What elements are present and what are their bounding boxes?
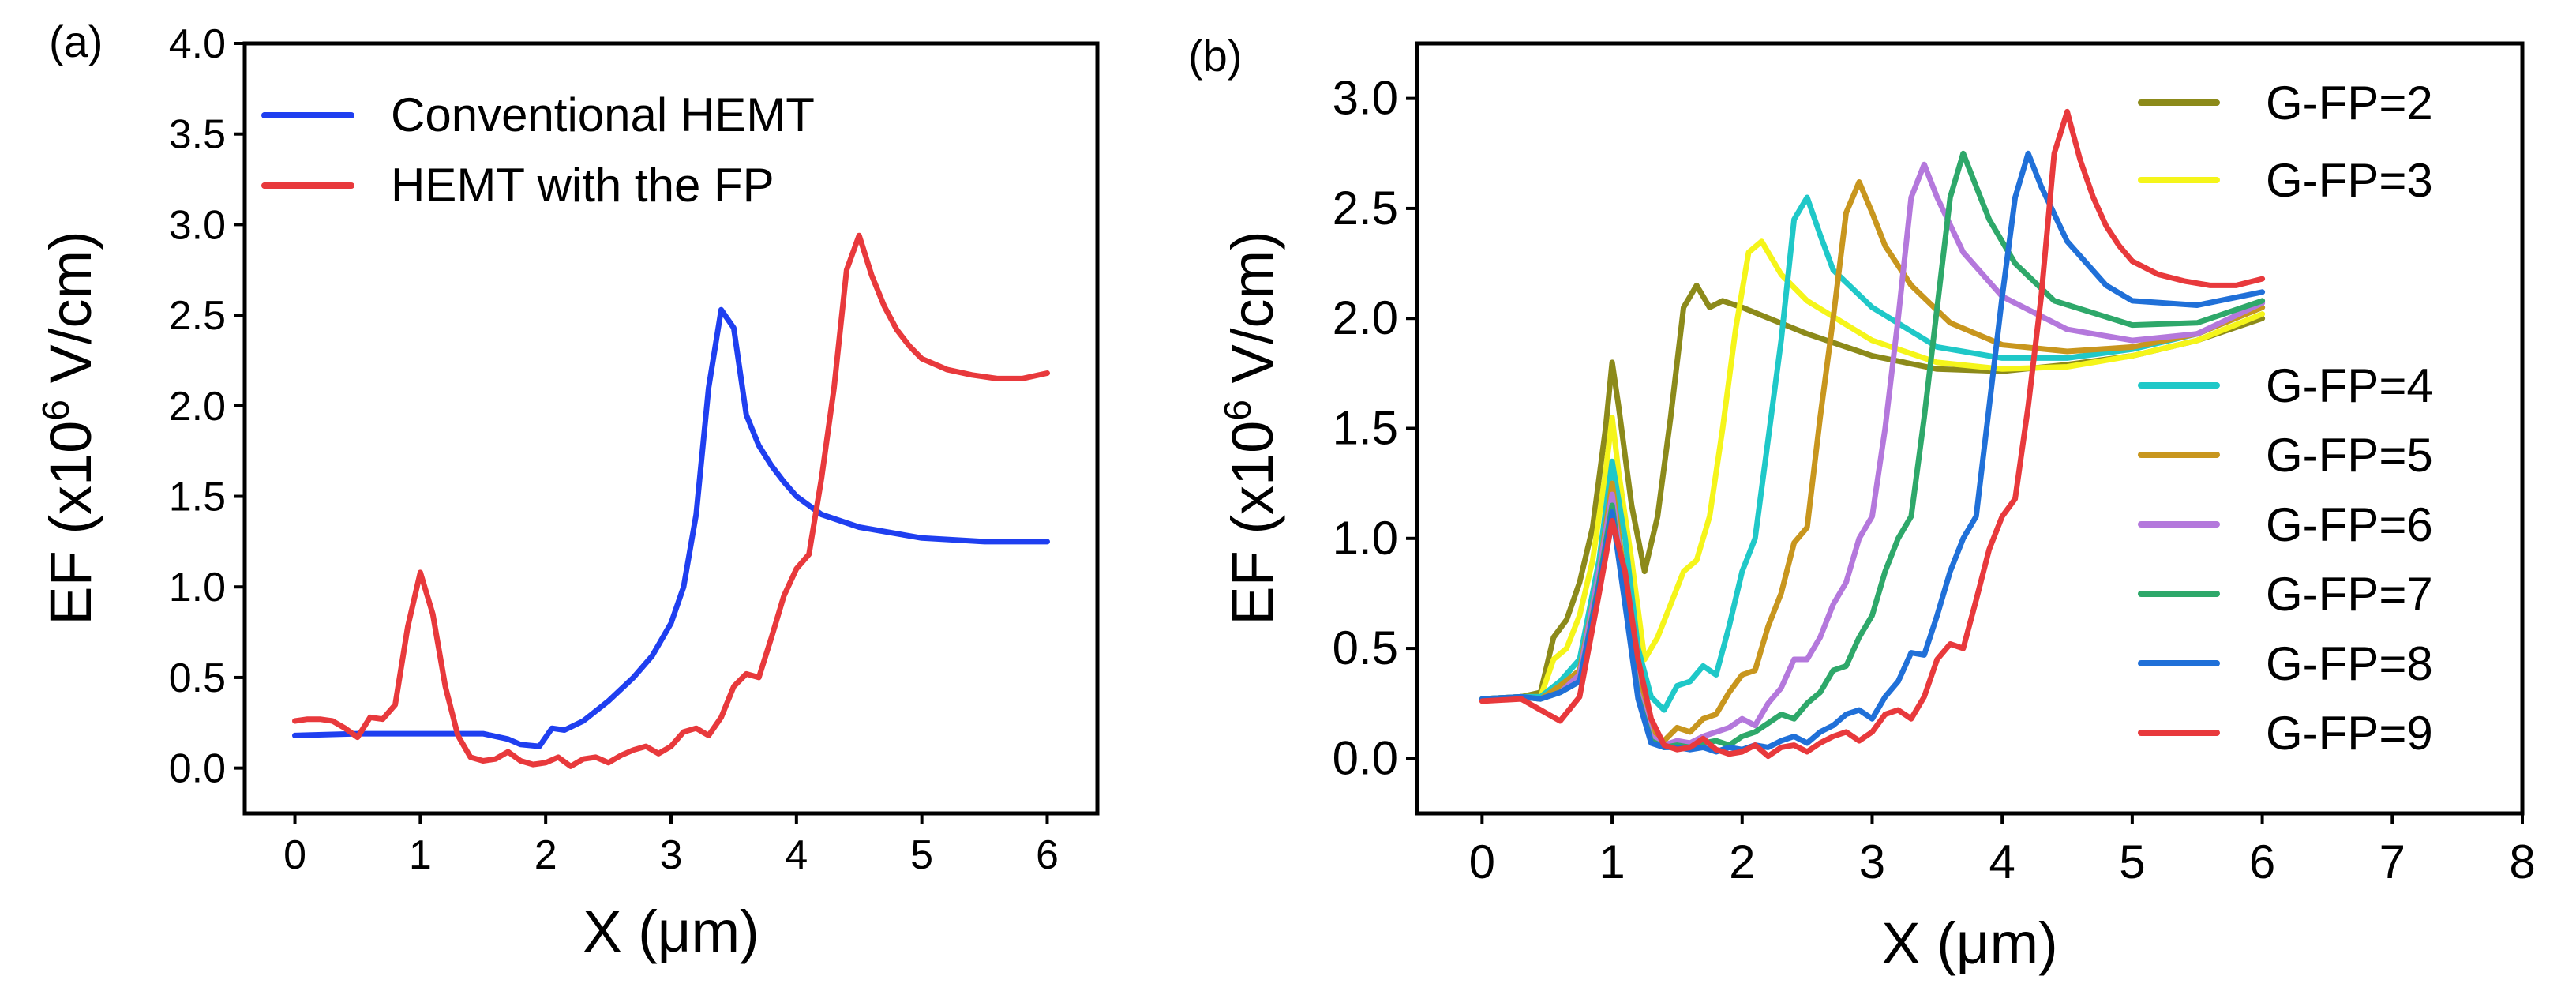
y-tick-label: 3.5	[169, 112, 226, 158]
legend-label-g-fp-2: G-FP=2	[2266, 77, 2433, 130]
legend-label-g-fp-5: G-FP=5	[2266, 429, 2433, 482]
panel-a-ylabel-exp: 6	[36, 400, 77, 421]
y-tick-label: 0.5	[169, 655, 226, 701]
y-tick-label: 0.0	[169, 746, 226, 792]
panel-a-ylabel: EF (x106 V/cm)	[36, 231, 103, 625]
panel-b-ylabel-main: EF (x10	[1220, 421, 1285, 625]
panel-b-xlabel: X (μm)	[1881, 911, 2057, 976]
legend-label-g-fp-7: G-FP=7	[2266, 568, 2433, 621]
legend-label-g-fp-6: G-FP=6	[2266, 498, 2433, 551]
series-line-hemt-with-the-fp	[292, 232, 1050, 769]
x-tick-label: 6	[1036, 832, 1059, 878]
x-tick-label: 4	[785, 832, 808, 878]
y-tick-label: 0.0	[1333, 731, 1398, 784]
panel-b-ylabel-exp: 6	[1217, 400, 1259, 421]
y-tick-label: 2.5	[169, 293, 226, 339]
series-line-conventional-hemt	[292, 306, 1050, 749]
y-tick-label: 2.5	[1333, 182, 1398, 235]
panel-a-series	[292, 232, 1050, 769]
panel-a-ticks: 0 1 2 3 4 5 6 0.0 0.5 1.0 1.5 2.0 2.5 3.0 3.5 4.0	[169, 21, 1059, 878]
y-tick-label: 1.0	[169, 565, 226, 610]
x-tick-label: 0	[283, 832, 306, 878]
y-tick-label: 0.5	[1333, 621, 1398, 674]
y-tick-label: 2.0	[169, 384, 226, 430]
panel-a-legend: Conventional HEMT HEMT with the FP	[261, 88, 815, 212]
y-tick-label: 3.0	[169, 202, 226, 248]
panel-a-label: (a)	[49, 17, 103, 66]
y-tick-label: 1.5	[169, 475, 226, 520]
x-tick-label: 1	[1599, 835, 1625, 888]
panel-a-ylabel-unit: V/cm)	[38, 231, 103, 400]
legend-label-hemt-with-fp: HEMT with the FP	[391, 159, 774, 212]
legend-label-g-fp-3: G-FP=3	[2266, 154, 2433, 207]
panel-b-ylabel: EF (x106 V/cm)	[1217, 231, 1285, 625]
y-tick-label: 1.5	[1333, 402, 1398, 455]
series-line-g-fp-2	[1479, 282, 2266, 702]
x-tick-label: 2	[534, 832, 557, 878]
panel-b-ticks: 0 1 2 3 4 5 6 7 8 0.0 0.5 1.0 1.5 2.0 2.5 3.0	[1333, 72, 2536, 888]
panel-b-label: (b)	[1188, 31, 1242, 81]
legend-label-conventional-hemt: Conventional HEMT	[391, 88, 815, 141]
panel-b-legend: G-FP=2 G-FP=3 G-FP=4 G-FP=5 G-FP=6 G-FP=7 G-FP…	[2138, 77, 2433, 760]
panel-a-xlabel: X (μm)	[583, 899, 759, 964]
legend-label-g-fp-8: G-FP=8	[2266, 637, 2433, 690]
y-tick-label: 1.0	[1333, 512, 1398, 565]
x-tick-label: 6	[2249, 835, 2275, 888]
x-tick-label: 3	[660, 832, 683, 878]
panel-a: (a) 0 1 2 3 4 5 6 0.0 0.5 1.0 1.5 2.0 2.5 3.0 3.5 4.0 C…	[36, 17, 1100, 964]
y-tick-label: 3.0	[1333, 72, 1398, 125]
x-tick-label: 0	[1469, 835, 1495, 888]
x-tick-label: 3	[1859, 835, 1885, 888]
series-line-g-fp-9	[1479, 108, 2266, 760]
legend-label-g-fp-4: G-FP=4	[2266, 359, 2433, 412]
panel-b-series	[1479, 108, 2266, 760]
x-tick-label: 8	[2509, 835, 2535, 888]
x-tick-label: 1	[409, 832, 432, 878]
legend-label-g-fp-9: G-FP=9	[2266, 707, 2433, 760]
series-line-g-fp-3	[1479, 238, 2266, 702]
panel-b: (b) 0 1 2 3 4 5 6 7 8 0.0 0.5 1.0 1.5 2.0 2.5 3.0 G-FP=…	[1188, 31, 2536, 976]
x-tick-label: 2	[1729, 835, 1755, 888]
y-tick-label: 2.0	[1333, 291, 1398, 344]
x-tick-label: 5	[2119, 835, 2145, 888]
y-tick-label: 4.0	[169, 21, 226, 67]
series-line-g-fp-7	[1479, 150, 2266, 750]
panel-a-ylabel-main: EF (x10	[38, 421, 103, 625]
x-tick-label: 4	[1989, 835, 2015, 888]
x-tick-label: 7	[2379, 835, 2405, 888]
series-line-g-fp-8	[1479, 150, 2266, 755]
x-tick-label: 5	[910, 832, 933, 878]
panel-b-ylabel-unit: V/cm)	[1220, 231, 1285, 400]
